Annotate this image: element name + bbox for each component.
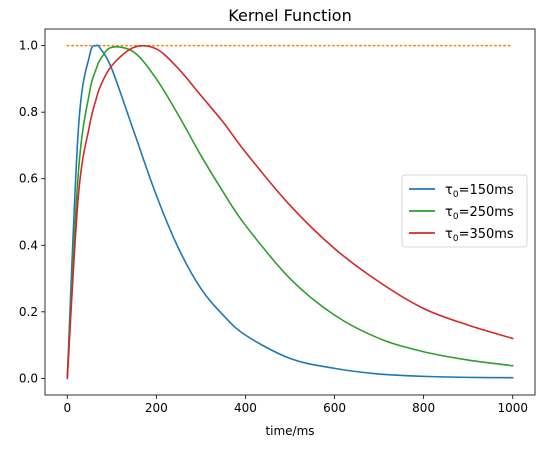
x-tick-label: 1000	[497, 401, 528, 415]
legend-label: τ0=250ms	[445, 205, 514, 222]
y-tick-label: 0.2	[19, 305, 38, 319]
y-tick-label: 0.6	[19, 172, 38, 186]
chart-title: Kernel Function	[228, 6, 351, 25]
y-tick-label: 0.8	[19, 105, 38, 119]
series-line-0	[66, 44, 514, 380]
x-tick-label: 600	[323, 401, 346, 415]
x-axis-label: time/ms	[265, 424, 314, 438]
series-line-2	[66, 44, 514, 380]
legend-box	[401, 174, 528, 248]
legend-label: τ0=350ms	[445, 227, 514, 244]
y-tick-label: 0.0	[19, 371, 38, 385]
plot-frame	[44, 28, 536, 396]
y-tick-label: 1.0	[19, 39, 38, 53]
plot-layer: 0 200 400 600 800 1000 0.0 0.2 0.4 0.6 0.8 1.0 τ0=15…	[19, 28, 536, 415]
x-tick-label: 200	[145, 401, 168, 415]
x-tick-label: 800	[412, 401, 435, 415]
x-tick-label: 0	[63, 401, 71, 415]
x-tick-label: 400	[234, 401, 257, 415]
y-tick-label: 0.4	[19, 238, 38, 252]
legend-label: τ0=150ms	[445, 183, 514, 200]
series-line-1	[66, 46, 514, 380]
